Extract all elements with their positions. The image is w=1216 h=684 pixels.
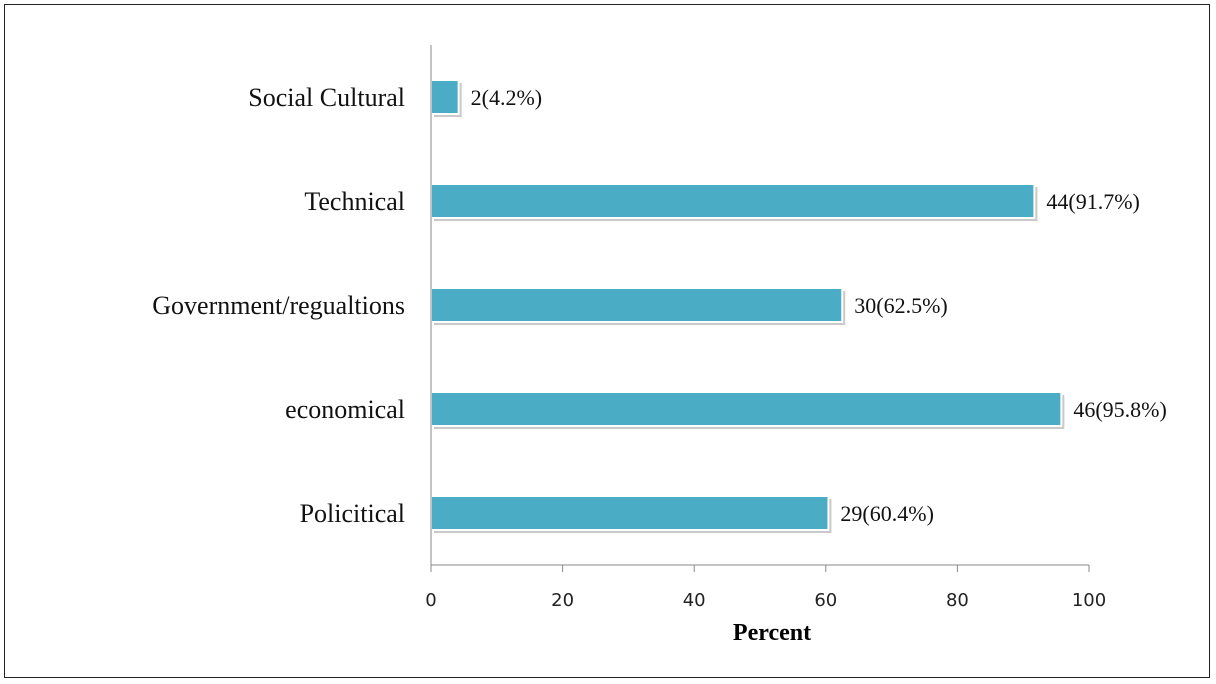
bar-3 [430, 183, 1036, 219]
data-label: 44(91.7%) [1046, 189, 1139, 214]
data-label: 29(60.4%) [840, 501, 933, 526]
chart-frame: Policitical 29(60.4%) economical 46(95.8%) G… [4, 4, 1210, 678]
category-label: Government/regualtions [152, 291, 405, 320]
x-tick-label: 20 [551, 590, 574, 611]
x-tick-label: 60 [814, 590, 837, 611]
data-label: 30(62.5%) [854, 293, 947, 318]
bar-2 [430, 287, 844, 323]
bar-chart: Policitical 29(60.4%) economical 46(95.8%) G… [152, 45, 1167, 646]
category-label: Social Cultural [248, 83, 405, 112]
bar-0 [430, 495, 830, 531]
bar-4 [430, 79, 460, 115]
x-axis-title: Percent [733, 620, 811, 646]
x-tick-label: 0 [425, 590, 436, 611]
x-tick-label: 40 [683, 590, 706, 611]
x-tick-label: 80 [946, 590, 969, 611]
x-tick-label: 100 [1072, 590, 1106, 611]
category-label: Policitical [300, 499, 405, 528]
category-label: Technical [304, 187, 405, 216]
data-label: 2(4.2%) [471, 85, 542, 110]
category-label: economical [285, 395, 405, 424]
data-label: 46(95.8%) [1073, 397, 1166, 422]
bar-1 [430, 391, 1063, 427]
